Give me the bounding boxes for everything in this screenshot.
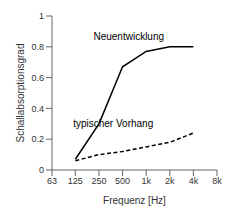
svg-text:2k: 2k	[165, 176, 175, 186]
svg-text:Schallabsorptionsgrad: Schallabsorptionsgrad	[15, 44, 26, 143]
svg-text:Neuentwicklung: Neuentwicklung	[93, 31, 164, 42]
svg-text:0: 0	[39, 165, 44, 175]
svg-text:0.4: 0.4	[31, 104, 44, 114]
svg-text:500: 500	[115, 176, 130, 186]
svg-text:Frequenz [Hz]: Frequenz [Hz]	[103, 195, 166, 206]
svg-text:typischer Vorhang: typischer Vorhang	[73, 118, 153, 129]
svg-text:4k: 4k	[189, 176, 199, 186]
svg-text:0.6: 0.6	[31, 73, 44, 83]
svg-text:63: 63	[47, 176, 57, 186]
svg-text:1: 1	[39, 11, 44, 21]
svg-text:0.8: 0.8	[31, 42, 44, 52]
svg-text:1k: 1k	[141, 176, 151, 186]
svg-text:8k: 8k	[212, 176, 222, 186]
svg-text:125: 125	[68, 176, 83, 186]
svg-text:0.2: 0.2	[31, 134, 44, 144]
svg-text:250: 250	[91, 176, 106, 186]
